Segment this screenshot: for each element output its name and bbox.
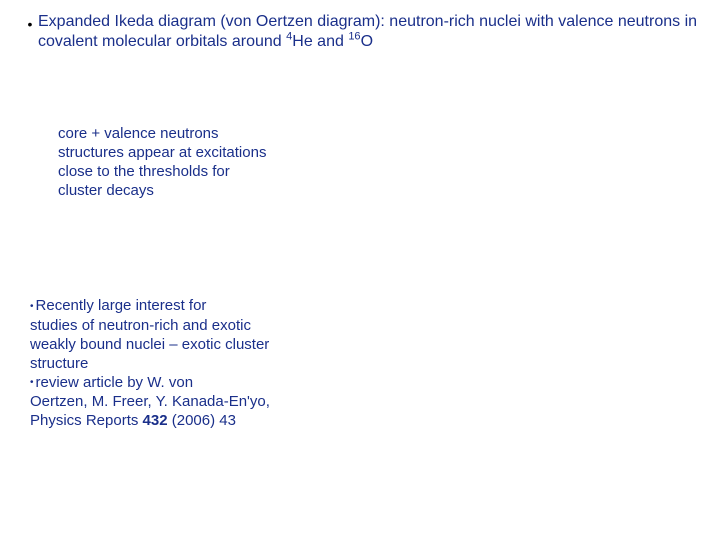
top-bullet-row: • Expanded Ikeda diagram (von Oertzen di… [22,12,698,52]
bullet-icon: • [22,12,38,34]
slide: • Expanded Ikeda diagram (von Oertzen di… [0,0,720,540]
he-label: He and [292,33,348,50]
lower-2b-wrap: Oertzen, M. Freer, Y. Kanada-En'yo, Phys… [30,392,286,430]
lower-1b: studies of neutron-rich and exotic weakl… [30,316,286,373]
o-superscript: 16 [348,31,360,43]
top-heading-text: Expanded Ikeda diagram (von Oertzen diag… [38,12,698,52]
lower-2a: review article by W. von [36,374,194,391]
lower-paragraph-block: •Recently large interest for studies of … [30,296,286,430]
lower-2c: (2006) 43 [168,412,236,429]
o-label: O [361,33,373,50]
mid-paragraph: core + valence neutrons structures appea… [58,124,278,200]
lower-1a: Recently large interest for [36,297,207,314]
lower-item-2: •review article by W. von [30,373,286,393]
volume-number: 432 [143,412,168,429]
lower-item-1: •Recently large interest for [30,296,286,316]
mid-text: core + valence neutrons structures appea… [58,125,266,199]
